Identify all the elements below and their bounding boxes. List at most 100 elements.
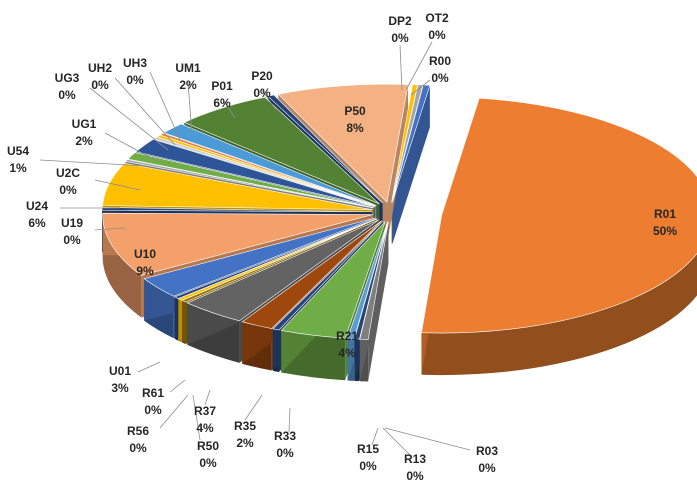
slice-r61 <box>174 218 377 299</box>
leader-ot2 <box>405 41 433 91</box>
slice-label-name: U01 <box>109 364 131 378</box>
slice-label-pct: 50% <box>653 224 677 238</box>
slice-uh3 <box>159 132 376 207</box>
slice-label-name: UH3 <box>123 56 147 70</box>
leader-lines <box>39 41 471 456</box>
slice-label-pct: 0% <box>59 183 77 197</box>
slice-label-name: R61 <box>142 386 164 400</box>
slice-label-name: R35 <box>234 419 256 433</box>
slice-r21 <box>280 221 386 339</box>
leader-u2c <box>94 179 141 191</box>
slice-label-pct: 3% <box>111 381 129 395</box>
leader-r35 <box>244 394 263 421</box>
leader-u19 <box>94 227 126 231</box>
slice-p20 <box>267 94 383 204</box>
slice-side-u10 <box>102 214 142 318</box>
slice-label-name: R21 <box>336 329 358 343</box>
leader-r00 <box>410 79 431 96</box>
leader-r37 <box>204 389 211 406</box>
slice-label-pct: 0% <box>91 78 109 92</box>
leader-uh2 <box>114 77 176 146</box>
leader-dp2 <box>399 44 403 91</box>
leader-r61 <box>169 379 186 393</box>
leader-r03 <box>384 427 471 451</box>
slice-label-name: R37 <box>194 404 216 418</box>
slice-side-r01 <box>421 253 697 376</box>
slice-r37 <box>186 219 380 322</box>
leader-ug3 <box>89 87 169 151</box>
slice-label-pct: 6% <box>213 96 231 110</box>
slice-label-pct: 0% <box>58 88 76 102</box>
pie-slice-tops <box>101 83 697 340</box>
slice-label-name: OT2 <box>425 11 449 25</box>
slice-u10 <box>102 212 373 276</box>
slice-label-name: R13 <box>404 452 426 466</box>
slice-label-pct: 4% <box>338 346 356 360</box>
slice-label-pct: 4% <box>196 421 214 435</box>
leader-r50 <box>192 394 201 441</box>
slice-r33 <box>272 220 384 331</box>
slice-label-pct: 0% <box>199 456 217 470</box>
slice-label-pct: 0% <box>63 233 81 247</box>
slice-label-name: U2C <box>56 166 80 180</box>
leader-r15 <box>371 427 379 446</box>
slice-label-name: UG3 <box>55 71 80 85</box>
slice-label-pct: 8% <box>346 121 364 135</box>
slice-ug1 <box>135 139 375 208</box>
leader-ug1 <box>104 132 156 161</box>
slice-label-name: R50 <box>197 439 219 453</box>
slice-p50 <box>277 83 409 203</box>
slice-label-name: R56 <box>127 424 149 438</box>
slice-label-name: DP2 <box>388 14 412 28</box>
slice-u19 <box>101 207 373 213</box>
leader-r13 <box>382 427 411 456</box>
slice-label-name: R03 <box>476 444 498 458</box>
slice-r35 <box>241 220 382 329</box>
slice-label-name: R01 <box>654 207 676 221</box>
slice-label-name: U54 <box>7 144 29 158</box>
leader-um1 <box>187 81 193 136</box>
slice-label-pct: 6% <box>28 216 46 230</box>
slice-label-pct: 0% <box>428 28 446 42</box>
slice-label-name: U19 <box>61 216 83 230</box>
slice-p01 <box>183 96 380 205</box>
slice-label-name: R15 <box>357 442 379 456</box>
leader-r33 <box>288 407 291 433</box>
slice-label-name: U24 <box>26 199 48 213</box>
slice-label-pct: 0% <box>391 31 409 45</box>
slice-label-pct: 0% <box>431 71 449 85</box>
slice-r03 <box>359 221 389 340</box>
slice-u24 <box>102 162 373 211</box>
slice-u2c <box>124 159 374 209</box>
slice-label-pct: 0% <box>126 73 144 87</box>
slice-label-name: P50 <box>344 104 366 118</box>
slice-label-pct: 0% <box>359 459 377 473</box>
slice-edge-p50 <box>386 84 409 245</box>
slice-labels: R0150%R030%R130%R150%R214%R330%R352%R374… <box>7 11 677 483</box>
slice-u01 <box>143 217 376 297</box>
leader-r56 <box>159 394 189 429</box>
leader-p01 <box>221 97 236 119</box>
